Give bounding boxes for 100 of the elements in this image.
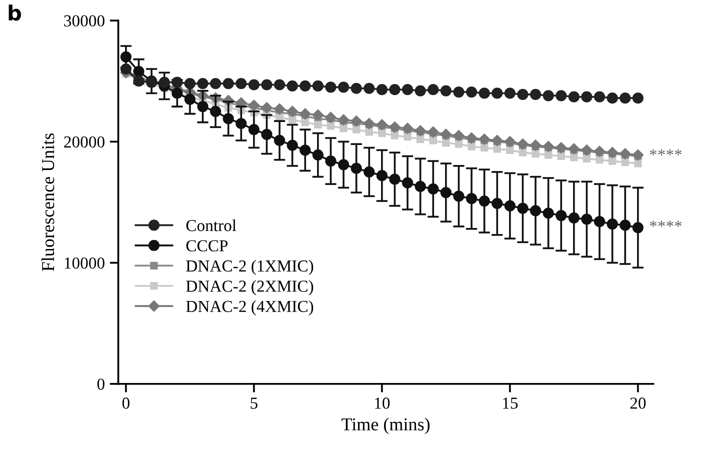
point — [414, 180, 426, 192]
point — [428, 183, 439, 194]
point — [453, 130, 464, 142]
y-axis-title: Fluorescence Units — [41, 133, 54, 272]
point — [222, 78, 234, 90]
x-tick-label: 5 — [250, 398, 258, 409]
point — [389, 84, 400, 96]
annotation: **** — [650, 149, 682, 156]
point — [632, 222, 644, 234]
y-tick-label: 20000 — [64, 136, 104, 148]
point — [389, 174, 400, 185]
point — [466, 193, 478, 204]
point — [492, 134, 503, 146]
point — [504, 200, 516, 212]
point — [416, 135, 424, 144]
point — [478, 195, 490, 207]
point — [517, 138, 528, 150]
point — [556, 142, 567, 154]
legend-label: DNAC-2 (4XMIC) — [186, 300, 314, 316]
point — [286, 80, 298, 92]
point — [632, 92, 644, 104]
point — [542, 208, 554, 219]
y-tick-label: 0 — [97, 378, 104, 390]
point — [248, 100, 260, 111]
x-tick-label: 20 — [630, 398, 646, 409]
point — [210, 106, 222, 117]
point — [608, 157, 616, 165]
point — [621, 158, 629, 166]
point — [390, 132, 399, 140]
point — [197, 100, 208, 112]
point — [184, 78, 196, 90]
x-tick-label: 15 — [503, 398, 518, 409]
point — [454, 140, 463, 148]
point — [364, 166, 375, 178]
point — [542, 90, 554, 102]
point — [517, 88, 528, 100]
point — [581, 144, 592, 156]
point — [402, 177, 414, 188]
point — [352, 126, 360, 134]
point — [530, 140, 542, 151]
point — [568, 143, 580, 155]
point — [606, 218, 618, 230]
point — [581, 214, 592, 225]
point — [350, 82, 362, 94]
legend-label: Control — [186, 219, 236, 232]
point — [504, 136, 516, 148]
point — [594, 216, 606, 228]
point — [568, 212, 580, 224]
point — [338, 82, 350, 93]
point — [236, 78, 247, 90]
legend-label: DNAC-2 (2XMIC) — [186, 280, 314, 296]
point — [544, 151, 552, 159]
point — [429, 136, 437, 144]
point — [492, 88, 503, 99]
point — [557, 152, 565, 160]
point — [517, 202, 528, 214]
x-tick-label: 0 — [122, 398, 130, 409]
point — [286, 140, 298, 151]
point — [378, 129, 386, 138]
point — [634, 160, 642, 168]
text: b — [8, 4, 22, 21]
point — [184, 94, 196, 105]
point — [133, 76, 144, 87]
point — [594, 91, 606, 102]
point — [340, 124, 348, 132]
point — [312, 80, 324, 92]
point — [570, 154, 578, 162]
point — [530, 88, 542, 100]
point — [338, 159, 350, 170]
point — [261, 128, 272, 140]
point — [301, 118, 309, 126]
point — [312, 109, 324, 121]
point — [120, 51, 132, 62]
point — [402, 84, 414, 96]
point — [620, 92, 631, 104]
point — [466, 132, 478, 144]
point — [210, 78, 222, 90]
point — [442, 139, 450, 147]
point — [606, 146, 618, 158]
point — [596, 156, 604, 164]
point — [274, 134, 286, 146]
point — [325, 82, 336, 93]
point — [326, 122, 335, 130]
point — [518, 148, 527, 156]
point — [478, 88, 490, 99]
point — [248, 124, 260, 136]
point — [478, 134, 490, 145]
point — [197, 78, 208, 90]
point — [236, 118, 247, 130]
point — [440, 85, 452, 96]
point — [568, 91, 580, 102]
point — [493, 145, 501, 153]
x-axis-title: Time (mins) — [342, 418, 430, 434]
point — [312, 149, 324, 161]
point — [325, 112, 336, 124]
point — [274, 79, 286, 90]
point — [389, 122, 400, 133]
point — [261, 102, 272, 114]
point — [440, 186, 452, 198]
point — [532, 150, 540, 158]
